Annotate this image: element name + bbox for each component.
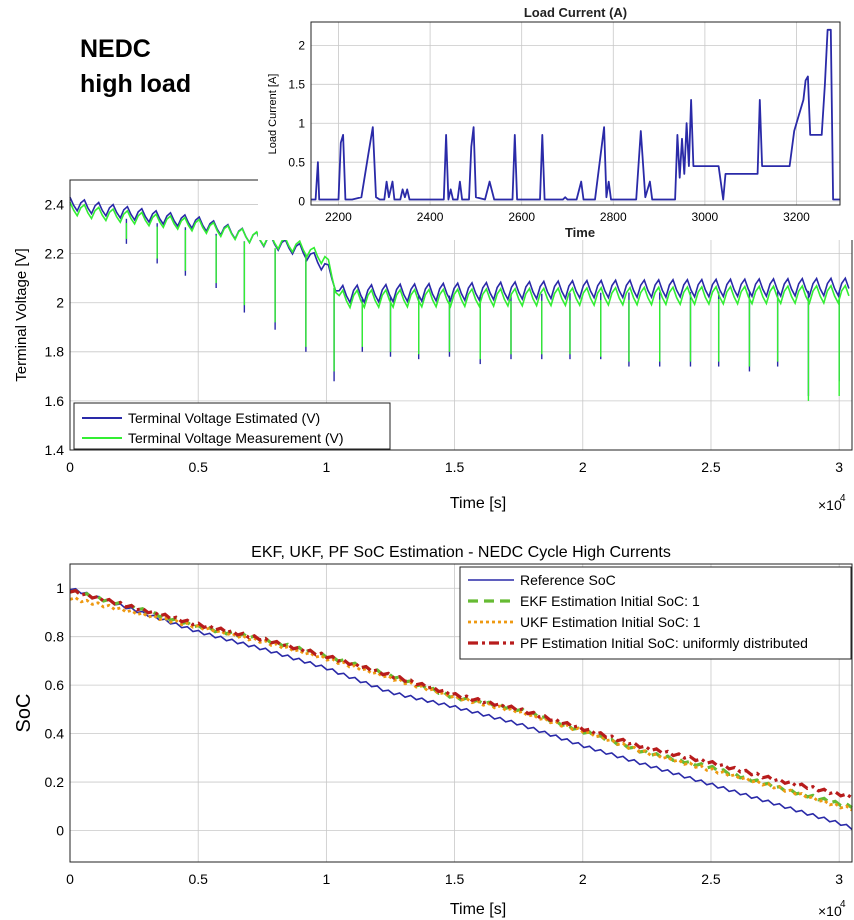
x-multiplier-base: ×10 <box>818 497 842 513</box>
inset-title: Load Current (A) <box>524 5 627 20</box>
x-tick-label: 3 <box>835 459 843 475</box>
y-tick-label: 0 <box>298 194 305 208</box>
y-tick-label: 0 <box>56 822 64 838</box>
y-tick-label: 2 <box>298 39 305 53</box>
legend-entry: EKF Estimation Initial SoC: 1 <box>520 593 700 609</box>
x-tick-label: 1 <box>322 871 330 887</box>
legend-box <box>459 566 852 660</box>
legend-entry: Terminal Voltage Measurement (V) <box>128 430 344 446</box>
x-tick-label: 0.5 <box>188 871 208 887</box>
soc-series-line <box>69 587 853 831</box>
x-tick-label: 3 <box>835 871 843 887</box>
y-tick-label: 0.6 <box>45 677 65 693</box>
x-tick-label: 1.5 <box>445 871 465 887</box>
y-tick-label: 0.8 <box>45 629 65 645</box>
soc-series-line <box>69 588 853 800</box>
inset-y-axis-label: Load Current [A] <box>267 74 279 155</box>
y-tick-label: 1 <box>56 580 64 596</box>
y-tick-label: 1.4 <box>45 442 65 458</box>
y-tick-label: 0.4 <box>45 725 65 741</box>
x-tick-label: 2.5 <box>701 871 721 887</box>
soc-series-line <box>69 596 853 812</box>
plot-frame <box>310 21 841 206</box>
y-tick-label: 0.5 <box>288 155 305 169</box>
soc-chart: 0 0.5 1 1.5 2 2.5 3 0 0.2 0.4 0.6 0.8 1 EKF, UKF, PF … <box>13 544 853 919</box>
x-tick-label: 2.5 <box>701 459 721 475</box>
x-tick-label: 1.5 <box>445 459 465 475</box>
x-multiplier-base: ×10 <box>818 903 842 919</box>
x-tick-label: 2 <box>579 459 587 475</box>
x-tick-label: 2800 <box>600 210 627 224</box>
x-axis-label: Time [s] <box>450 495 506 512</box>
y-tick-label: 1.6 <box>45 393 65 409</box>
x-tick-label: 2400 <box>417 210 444 224</box>
voltage-series-line <box>69 196 850 305</box>
soc-x-axis-label: Time [s] <box>450 901 506 918</box>
legend-entry: Terminal Voltage Estimated (V) <box>128 410 320 426</box>
y-tick-label: 1.5 <box>288 77 305 91</box>
x-multiplier-power: 4 <box>840 493 846 504</box>
x-tick-label: 2 <box>579 871 587 887</box>
x-tick-label: 1 <box>322 459 330 475</box>
voltage-series-line <box>69 201 850 310</box>
x-tick-label: 3200 <box>783 210 810 224</box>
y-tick-label: 0.2 <box>45 774 65 790</box>
x-tick-label: 2600 <box>508 210 535 224</box>
inset-x-axis-label: Time <box>565 225 595 240</box>
x-tick-label: 3000 <box>692 210 719 224</box>
x-multiplier-power: 4 <box>840 899 846 910</box>
legend-entry: Reference SoC <box>520 572 616 588</box>
soc-series-line <box>69 588 853 810</box>
legend-box <box>73 402 391 450</box>
soc-chart-title: EKF, UKF, PF SoC Estimation - NEDC Cycle… <box>251 544 671 561</box>
page-title-line1: NEDC <box>80 35 151 63</box>
soc-legend: Reference SoC EKF Estimation Initial SoC:… <box>459 566 852 660</box>
legend-entry: PF Estimation Initial SoC: uniformly dis… <box>520 635 808 651</box>
y-tick-label: 1 <box>298 116 305 130</box>
y-tick-label: 2 <box>56 295 64 311</box>
load-current-line <box>311 28 840 201</box>
load-current-inset-chart: 2200 2400 2600 2800 3000 3200 0 0.5 1 1.5 2 Load Cu… <box>258 0 854 240</box>
voltage-legend: Terminal Voltage Estimated (V) Terminal V… <box>73 402 391 450</box>
page-title-line2: high load <box>80 70 191 98</box>
x-tick-label: 0.5 <box>188 459 208 475</box>
y-tick-label: 2.4 <box>45 196 65 212</box>
plot-frame <box>69 563 853 863</box>
y-tick-label: 2.2 <box>45 246 65 262</box>
y-axis-label: Terminal Voltage [V] <box>13 248 30 381</box>
y-tick-label: 1.8 <box>45 344 65 360</box>
x-tick-label: 0 <box>66 871 74 887</box>
x-tick-label: 0 <box>66 459 74 475</box>
soc-y-axis-label: SoC <box>13 694 35 733</box>
legend-entry: UKF Estimation Initial SoC: 1 <box>520 614 701 630</box>
x-tick-label: 2200 <box>325 210 352 224</box>
